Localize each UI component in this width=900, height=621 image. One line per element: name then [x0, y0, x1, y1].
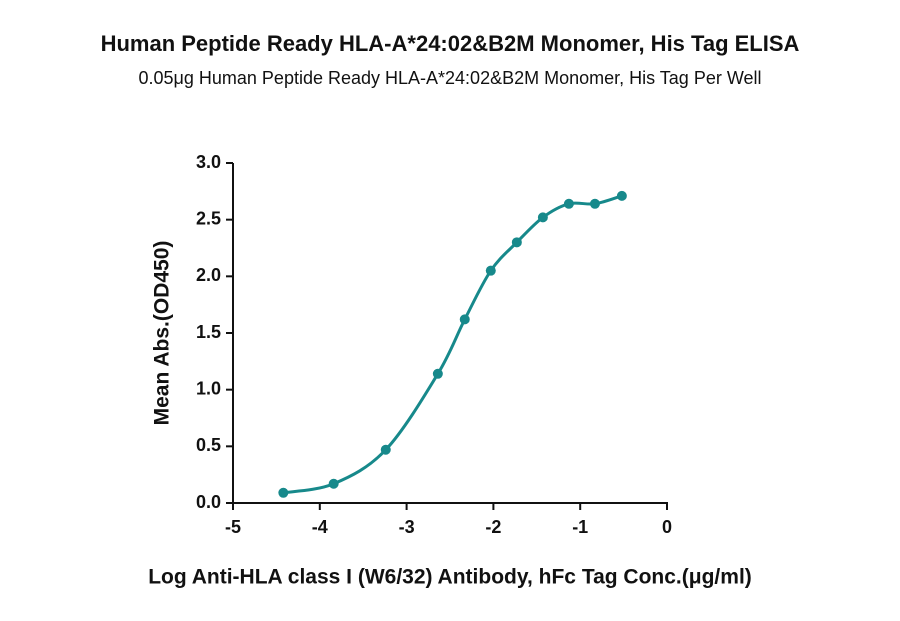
y-tick-label: 2.0 [196, 265, 221, 285]
x-tick-label: -3 [399, 517, 415, 537]
data-point [563, 198, 574, 209]
data-point [616, 190, 627, 201]
y-tick-label: 0.0 [196, 492, 221, 512]
x-tick-label: -1 [572, 517, 588, 537]
data-point [589, 198, 600, 209]
y-tick-label: 0.5 [196, 435, 221, 455]
chart-subtitle: 0.05μg Human Peptide Ready HLA-A*24:02&B… [138, 68, 761, 88]
x-axis-label: Log Anti-HLA class I (W6/32) Antibody, h… [148, 566, 752, 589]
y-tick-label: 2.5 [196, 208, 221, 228]
y-axis-label: Mean Abs.(OD450) [151, 241, 174, 426]
y-tick-label: 1.5 [196, 322, 221, 342]
data-point [328, 478, 339, 489]
data-point [537, 212, 548, 223]
x-tick-label: 0 [662, 517, 672, 537]
data-point [278, 487, 289, 498]
data-point [432, 368, 443, 379]
x-tick-label: -4 [312, 517, 328, 537]
x-tick-label: -5 [225, 517, 241, 537]
y-tick-label: 3.0 [196, 152, 221, 172]
chart-title: Human Peptide Ready HLA-A*24:02&B2M Mono… [101, 31, 800, 56]
data-point [511, 237, 522, 248]
data-point [485, 265, 496, 276]
fit-curve [283, 194, 623, 495]
data-point [459, 314, 470, 325]
y-tick-label: 1.0 [196, 378, 221, 398]
data-point [380, 444, 391, 455]
x-tick-label: -2 [485, 517, 501, 537]
